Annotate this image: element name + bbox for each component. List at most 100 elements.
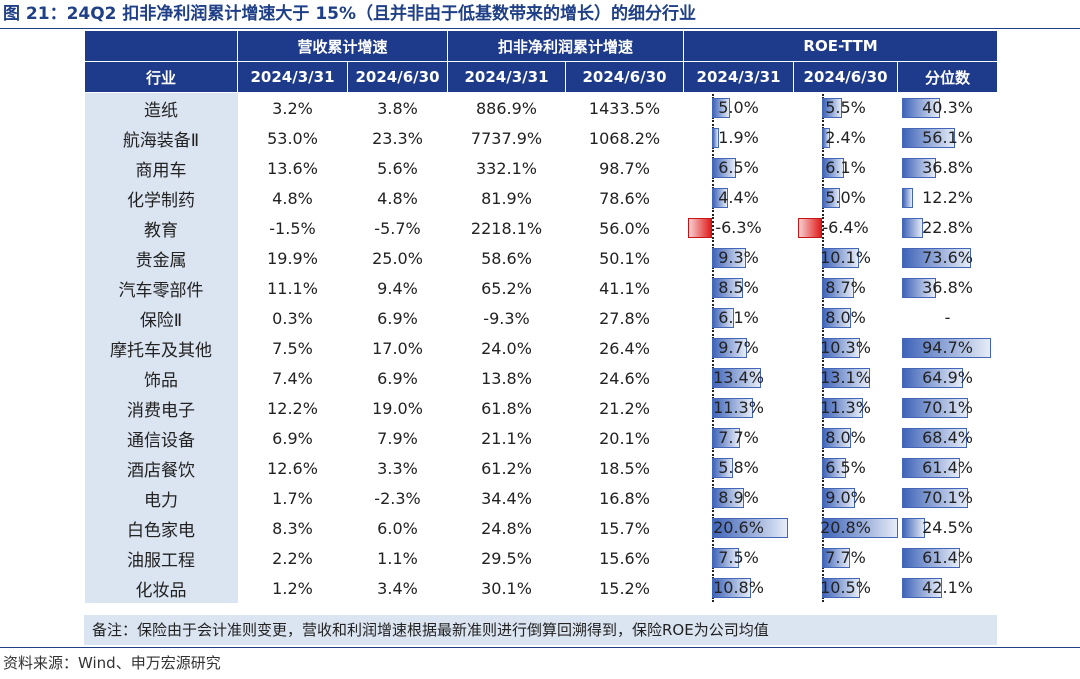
table-row: 白色家电 8.3% 6.0% 24.8% 15.7% 20.6% 20.8% 24.5% [84,513,998,543]
percentile-cell-bar-wrap: 22.8% [898,213,998,243]
percentile-cell-bar [901,458,960,478]
percentile-cell-bar-wrap: 36.8% [898,273,998,303]
roe-q1-cell-label: 4.4% [718,188,759,207]
table-row: 摩托车及其他 7.5% 17.0% 24.0% 26.4% 9.7% 10.3% 94.7% [84,333,998,363]
percentile-cell-bar-wrap: 94.7% [898,333,998,363]
percentile-cell-label: 24.5% [922,518,973,537]
percentile-cell-label: 73.6% [922,248,973,267]
roe-q2-cell-bar-wrap: -6.4% [794,213,898,243]
roe-q1-cell-label: 20.6% [713,518,764,537]
percentile-cell-label: 42.1% [922,578,973,597]
industry-cell: 摩托车及其他 [84,333,238,363]
roe-q1-cell-bar [711,548,740,568]
rev-q1-cell: 1.2% [272,578,313,598]
np-q2-cell: 16.8% [599,488,650,508]
roe-q2-cell-label: 8.7% [825,278,866,297]
percentile-cell-bar [901,188,914,208]
percentile-cell-bar [901,428,967,448]
percentile-cell: 61.4% [898,543,998,573]
np-q1-cell: 61.2% [481,458,532,478]
np-q2-cell: 15.7% [599,518,650,538]
roe-q2-cell-label: 2.4% [825,128,866,147]
rev-q2-cell: 6.0% [377,518,418,538]
table-row: 化学制药 4.8% 4.8% 81.9% 78.6% 4.4% 5.0% 12.2% [84,183,998,213]
rev-q2-cell: 3.8% [377,98,418,118]
roe-q1-cell-bar-wrap: 11.3% [684,393,794,423]
roe-q1-cell: 8.5% [684,273,794,303]
table-row: 航海装备Ⅱ 53.0% 23.3% 7737.9% 1068.2% 1.9% 2.4% 56.… [84,123,998,153]
np-q1-cell: 30.1% [481,578,532,598]
group-header-row: 营收累计增速 扣非净利润累计增速 ROE-TTM [84,30,999,62]
percentile-cell-label: 64.9% [922,368,973,387]
roe-q1-cell-bar-wrap: 4.4% [684,183,794,213]
rev-q1-cell: 13.6% [267,158,318,178]
roe-q2-cell-bar [797,218,822,238]
percentile-cell-bar [901,368,964,388]
rev-q2-cell: 4.8% [377,188,418,208]
roe-q2-cell-bar [821,98,842,118]
roe-q2-cell-label: 6.1% [825,158,866,177]
table-row: 汽车零部件 11.1% 9.4% 65.2% 41.1% 8.5% 8.7% 36.8% [84,273,998,303]
percentile-cell: 22.8% [898,213,998,243]
roe-q1-cell-bar [711,308,735,328]
roe-q1-cell-bar-wrap: 8.5% [684,273,794,303]
col-header-np-q2: 2024/6/30 [565,61,685,93]
roe-q2-cell-bar-wrap: 7.7% [794,543,898,573]
roe-q1-cell-bar [688,218,712,238]
percentile-cell-bar-wrap: 64.9% [898,363,998,393]
roe-q2-cell: -6.4% [794,213,898,243]
roe-q2-cell: 6.1% [794,153,898,183]
np-q2-cell: 41.1% [599,278,650,298]
roe-q2-cell: 8.7% [794,273,898,303]
table-row: 贵金属 19.9% 25.0% 58.6% 50.1% 9.3% 10.1% 73.6% [84,243,998,273]
np-q2-cell: 24.6% [599,368,650,388]
percentile-cell-bar [901,398,969,418]
roe-q1-cell-bar-wrap: 6.1% [684,303,794,333]
roe-q1-cell: 20.6% [684,513,794,543]
roe-q1-cell-label: 11.3% [713,398,764,417]
percentile-cell-bar [901,158,937,178]
roe-q2-cell-bar-wrap: 8.0% [794,423,898,453]
roe-q2-cell-bar [821,548,851,568]
np-q1-cell: 29.5% [481,548,532,568]
np-q1-cell: 24.0% [481,338,532,358]
figure-title: 图 21：24Q2 扣非净利润累计增速大于 15%（且并非由于低基数带来的增长）… [3,4,697,24]
roe-q1-cell-bar [711,188,728,208]
roe-q2-cell: 5.5% [794,93,898,124]
percentile-cell: 73.6% [898,243,998,273]
roe-q1-cell: 1.9% [684,123,794,153]
roe-q2-cell-label: 13.1% [820,368,871,387]
roe-q2-cell: 10.1% [794,243,898,273]
rev-q2-cell: 6.9% [377,368,418,388]
group-header-roe: ROE-TTM [683,30,999,62]
percentile-cell-label: 36.8% [922,278,973,297]
roe-q2-cell-bar [821,308,852,328]
percentile-cell-label: 22.8% [922,218,973,237]
percentile-cell-label: 94.7% [922,338,973,357]
np-q1-cell: 24.8% [481,518,532,538]
industry-cell: 化妆品 [84,573,238,603]
np-q1-cell: 21.1% [481,428,532,448]
roe-q1-cell-label: 8.9% [718,488,759,507]
rev-q2-cell: 17.0% [372,338,423,358]
table-row: 消费电子 12.2% 19.0% 61.8% 21.2% 11.3% 11.3% 70.1% [84,393,998,423]
roe-q2-cell-bar-wrap: 5.5% [794,93,898,123]
percentile-cell: - [898,303,998,333]
percentile-cell: 56.1% [898,123,998,153]
table-row: 教育 -1.5% -5.7% 2218.1% 56.0% -6.3% -6.4% 22.8% [84,213,998,243]
percentile-cell: 24.5% [898,513,998,543]
roe-q1-cell-bar [711,488,745,508]
roe-q1-cell-label: -6.3% [715,218,762,237]
percentile-cell-bar-wrap: 70.1% [898,483,998,513]
rev-q1-cell: 19.9% [267,248,318,268]
percentile-cell-label: 61.4% [922,548,973,567]
roe-q1-cell-bar-wrap: 9.3% [684,243,794,273]
rev-q1-cell: 53.0% [267,128,318,148]
percentile-cell-bar-wrap: 61.4% [898,543,998,573]
roe-q1-cell-label: 7.7% [718,428,759,447]
industry-cell: 商用车 [84,153,238,183]
roe-q1-cell-bar [711,578,752,598]
percentile-cell: 70.1% [898,483,998,513]
percentile-cell-bar-wrap: 40.3% [898,93,998,123]
industry-cell: 消费电子 [84,393,238,423]
